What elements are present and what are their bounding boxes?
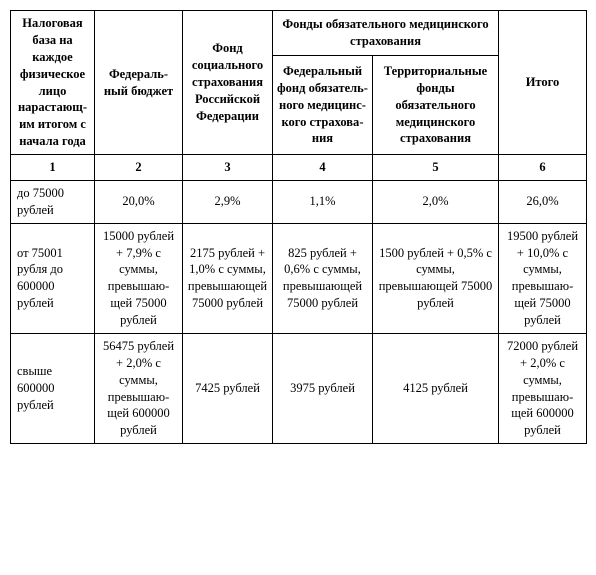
cell-c5: 2,0% (373, 180, 499, 223)
header-group-4-5: Фонды обязательного медицинского страхов… (273, 11, 499, 56)
header-col3: Фонд социаль­ного страхова­ния Российс­к… (183, 11, 273, 155)
cell-c2: 56475 рублей + 2,0% с суммы, превышаю­ще… (95, 333, 183, 443)
colnum-3: 3 (183, 155, 273, 181)
cell-c3: 2,9% (183, 180, 273, 223)
header-col5: Территориаль­ные фонды обязательного мед… (373, 56, 499, 155)
cell-c6: 26,0% (499, 180, 587, 223)
cell-c4: 3975 рублей (273, 333, 373, 443)
table-row: до 75000 рублей 20,0% 2,9% 1,1% 2,0% 26,… (11, 180, 587, 223)
cell-c5: 4125 рублей (373, 333, 499, 443)
cell-c4: 1,1% (273, 180, 373, 223)
table-row: свыше 600000 рублей 56475 рублей + 2,0% … (11, 333, 587, 443)
cell-c2: 20,0% (95, 180, 183, 223)
colnum-5: 5 (373, 155, 499, 181)
cell-c2: 15000 рублей + 7,9% с суммы, превышаю­ще… (95, 223, 183, 333)
colnum-6: 6 (499, 155, 587, 181)
colnum-2: 2 (95, 155, 183, 181)
header-col2: Федераль­ный бюджет (95, 11, 183, 155)
header-col4: Федераль­ный фонд обязатель­ного медицин… (273, 56, 373, 155)
cell-c4: 825 рублей + 0,6% с суммы, превышаю­щей … (273, 223, 373, 333)
header-col1: Налоговая база на каждое физическое лицо… (11, 11, 95, 155)
cell-c6: 72000 рублей + 2,0% с суммы, превышаю­ще… (499, 333, 587, 443)
tax-table: Налоговая база на каждое физическое лицо… (10, 10, 587, 444)
colnum-4: 4 (273, 155, 373, 181)
cell-c1: до 75000 рублей (11, 180, 95, 223)
cell-c6: 19500 рублей + 10,0% с суммы, превышаю­щ… (499, 223, 587, 333)
cell-c1: от 75001 рубля до 600000 рублей (11, 223, 95, 333)
cell-c3: 7425 рублей (183, 333, 273, 443)
header-col6: Итого (499, 11, 587, 155)
cell-c5: 1500 рублей + 0,5% с суммы, превышающей … (373, 223, 499, 333)
cell-c3: 2175 рублей + 1,0% с суммы, превышаю­щей… (183, 223, 273, 333)
cell-c1: свыше 600000 рублей (11, 333, 95, 443)
colnum-1: 1 (11, 155, 95, 181)
table-row: от 75001 рубля до 600000 рублей 15000 ру… (11, 223, 587, 333)
